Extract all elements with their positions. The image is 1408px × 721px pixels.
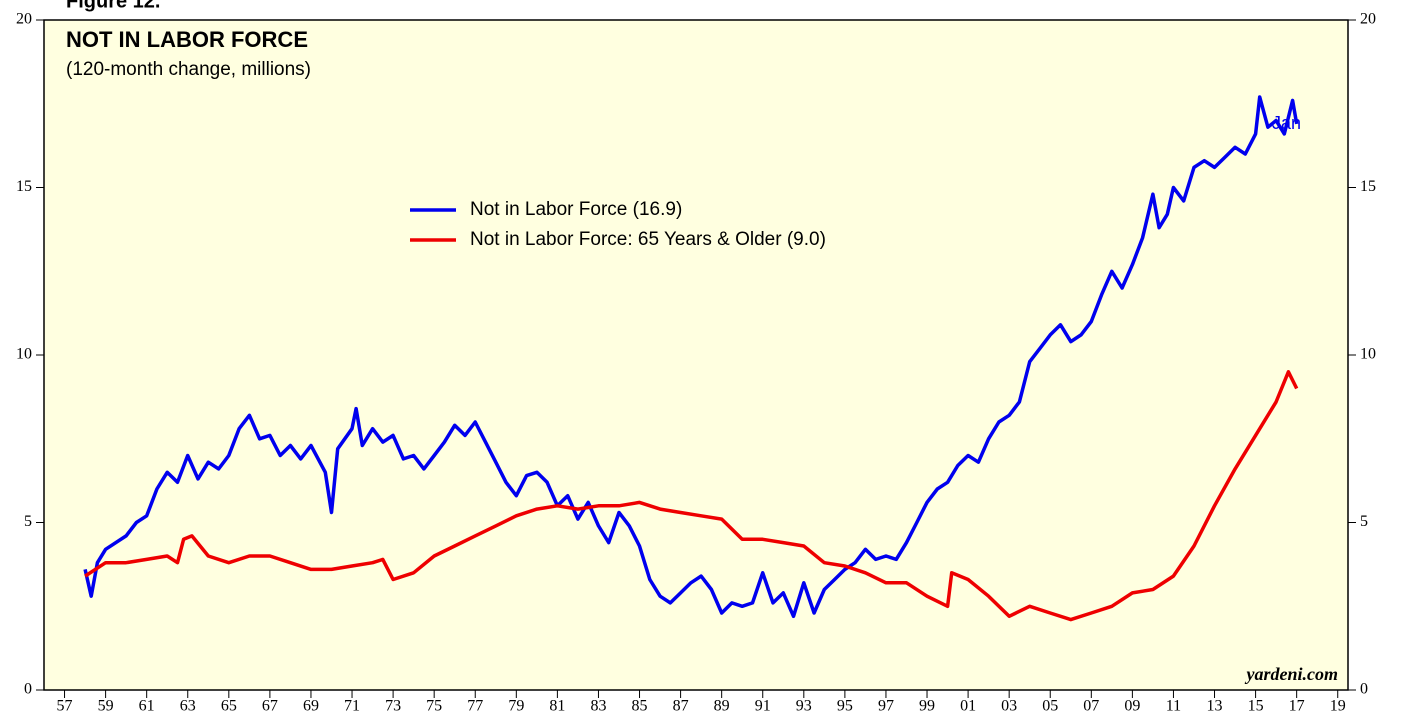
x-tick-label: 91 <box>755 698 771 715</box>
x-tick-label: 75 <box>426 698 442 715</box>
y-tick-label: 20 <box>16 11 32 28</box>
x-tick-label: 97 <box>878 698 894 715</box>
x-tick-label: 05 <box>1042 698 1058 715</box>
y2-tick-label: 0 <box>1360 681 1368 698</box>
x-tick-label: 93 <box>796 698 812 715</box>
source: yardeni.com <box>1245 664 1339 684</box>
x-tick-label: 95 <box>837 698 853 715</box>
x-tick-label: 87 <box>673 698 689 715</box>
y2-tick-label: 20 <box>1360 11 1376 28</box>
x-tick-label: 17 <box>1289 698 1305 715</box>
y-tick-label: 0 <box>24 681 32 698</box>
figure-label: Figure 12. <box>66 0 160 12</box>
x-tick-label: 77 <box>467 698 483 715</box>
x-tick-label: 57 <box>57 698 73 715</box>
x-tick-label: 01 <box>960 698 976 715</box>
x-tick-label: 71 <box>344 698 360 715</box>
x-tick-label: 59 <box>98 698 114 715</box>
chart-title: NOT IN LABOR FORCE <box>66 27 308 52</box>
x-tick-label: 99 <box>919 698 935 715</box>
x-tick-label: 79 <box>508 698 524 715</box>
legend-label: Not in Labor Force (16.9) <box>470 199 682 220</box>
y-tick-label: 10 <box>16 346 32 363</box>
y-tick-label: 15 <box>16 178 32 195</box>
y2-tick-label: 5 <box>1360 513 1368 530</box>
x-tick-label: 81 <box>549 698 565 715</box>
x-tick-label: 69 <box>303 698 319 715</box>
x-tick-label: 73 <box>385 698 401 715</box>
y2-tick-label: 10 <box>1360 346 1376 363</box>
chart-subtitle: (120-month change, millions) <box>66 59 311 80</box>
line-series <box>83 95 1299 619</box>
x-tick-label: 65 <box>221 698 237 715</box>
y2-tick-label: 15 <box>1360 178 1376 195</box>
y-tick-label: 5 <box>24 513 32 530</box>
x-tick-label: 83 <box>590 698 606 715</box>
x-tick-label: 03 <box>1001 698 1017 715</box>
x-tick-label: 85 <box>632 698 648 715</box>
line-series <box>84 370 1299 622</box>
x-tick-label: 15 <box>1248 698 1264 715</box>
x-tick-label: 19 <box>1330 698 1346 715</box>
legend-label: Not in Labor Force: 65 Years & Older (9.… <box>470 229 826 250</box>
x-tick-label: 09 <box>1124 698 1140 715</box>
x-tick-label: 07 <box>1083 698 1099 715</box>
x-tick-label: 11 <box>1166 698 1181 715</box>
x-tick-label: 89 <box>714 698 730 715</box>
x-tick-label: 13 <box>1207 698 1223 715</box>
x-tick-label: 67 <box>262 698 278 715</box>
x-tick-label: 63 <box>180 698 196 715</box>
x-tick-label: 61 <box>139 698 155 715</box>
